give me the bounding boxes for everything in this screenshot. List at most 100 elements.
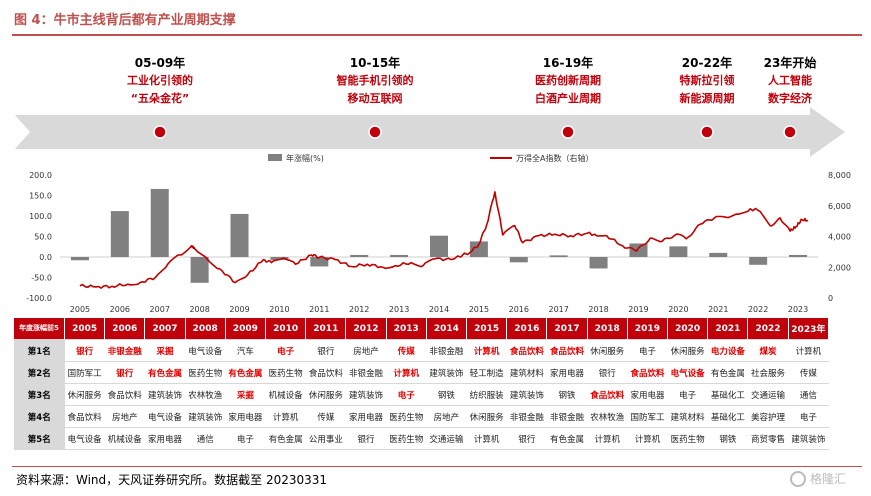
table-year-header: 2015 bbox=[466, 318, 508, 340]
industry-cell: 建筑装饰 bbox=[345, 383, 387, 406]
industry-cell: 休闲服务 bbox=[466, 405, 507, 428]
table-year-header: 2014 bbox=[426, 318, 468, 340]
table-row: 第1名 银行 非银金融 采掘 电气设备 汽车 电子 银行 房地产 传媒 非银金融 计算机 食品饮料 食品饮… bbox=[14, 339, 829, 362]
legend: 年涨幅(%) 万得全A指数（右轴） bbox=[268, 153, 593, 163]
y-right-tick: 4,000 bbox=[828, 233, 851, 242]
era-dot bbox=[561, 125, 575, 139]
x-tick: 2010 bbox=[269, 305, 289, 314]
industry-cell: 农林牧渔 bbox=[185, 383, 226, 406]
industry-cell: 房地产 bbox=[345, 339, 387, 362]
bar bbox=[749, 257, 768, 265]
industry-cell: 采掘 bbox=[225, 383, 266, 406]
era-dot bbox=[368, 125, 382, 139]
bar bbox=[270, 257, 289, 260]
industry-cell: 银行 bbox=[104, 361, 145, 384]
industry-cell: 电子 bbox=[667, 383, 708, 406]
source-note: 资料来源：Wind，天风证券研究所。数据截至 20230331 bbox=[16, 473, 328, 487]
y-left-tick: -100.0 bbox=[26, 294, 52, 303]
x-tick: 2007 bbox=[150, 305, 170, 314]
table-year-header: 2011 bbox=[305, 318, 347, 340]
x-tick: 2017 bbox=[549, 305, 569, 314]
era-year: 10-15年 bbox=[349, 56, 401, 70]
bar bbox=[310, 257, 329, 267]
table-year-header: 2006 bbox=[104, 318, 146, 340]
rank-label: 第2名 bbox=[14, 361, 65, 384]
table-year-header: 2021 bbox=[707, 318, 749, 340]
era-desc-line1: 医药创新周期 bbox=[535, 74, 601, 87]
industry-cell: 非银金融 bbox=[506, 405, 547, 428]
industry-cell: 基础化工 bbox=[707, 405, 748, 428]
era-desc-line2: “五朵金花” bbox=[130, 92, 190, 105]
era-desc-line2: 数字经济 bbox=[768, 92, 812, 105]
table-year-header: 2008 bbox=[185, 318, 226, 340]
industry-cell: 医药生物 bbox=[386, 427, 427, 450]
era-desc-line1: 特斯拉引领 bbox=[679, 74, 735, 87]
x-tick: 2013 bbox=[389, 305, 409, 314]
table-corner-header: 年度涨幅前5 bbox=[14, 318, 65, 340]
industry-cell: 建筑装饰 bbox=[144, 383, 186, 406]
x-tick: 2016 bbox=[509, 305, 529, 314]
industry-cell: 计算机 bbox=[265, 405, 306, 428]
bar bbox=[390, 254, 409, 257]
era-desc-line2: 新能源周期 bbox=[679, 92, 735, 105]
y-left-tick: -50.0 bbox=[31, 274, 52, 283]
industry-cell: 房地产 bbox=[426, 405, 467, 428]
industry-cell: 通信 bbox=[185, 427, 226, 450]
industry-cell: 食品饮料 bbox=[546, 339, 588, 362]
table-row: 第3名 休闲服务 食品饮料 建筑装饰 农林牧渔 采掘 机械设备 休闲服务 建筑装饰 电子 钢铁 纺织服… bbox=[14, 383, 829, 406]
table-year-header: 2016 bbox=[506, 318, 548, 340]
era-dot bbox=[700, 125, 714, 139]
x-tick: 2011 bbox=[309, 305, 329, 314]
footer-divider bbox=[12, 466, 862, 467]
industry-cell: 电子 bbox=[627, 339, 668, 362]
industry-cell: 机械设备 bbox=[104, 427, 145, 450]
industry-cell: 电气设备 bbox=[667, 361, 708, 384]
industry-cell: 家用电器 bbox=[546, 361, 588, 384]
industry-cell: 电子 bbox=[265, 339, 306, 362]
bar bbox=[709, 252, 728, 257]
industry-cell: 商贸零售 bbox=[747, 427, 789, 450]
table-year-header: 2019 bbox=[627, 318, 669, 340]
industry-cell: 电气设备 bbox=[144, 405, 186, 428]
bar bbox=[669, 246, 688, 257]
y-left-tick: 150.0 bbox=[29, 192, 52, 201]
rank-label: 第3名 bbox=[14, 383, 65, 406]
industry-cell: 非银金融 bbox=[104, 339, 145, 362]
index-line bbox=[79, 191, 809, 289]
industry-cell: 银行 bbox=[305, 339, 346, 362]
rank-label: 第1名 bbox=[14, 339, 65, 362]
era-year: 16-19年 bbox=[542, 56, 594, 70]
industry-cell: 钢铁 bbox=[707, 427, 748, 450]
legend-bar-swatch bbox=[268, 154, 282, 161]
industry-cell: 食品饮料 bbox=[305, 361, 346, 384]
x-tick: 2012 bbox=[349, 305, 369, 314]
legend-line-label: 万得全A指数（右轴） bbox=[516, 153, 593, 163]
x-tick: 2021 bbox=[708, 305, 728, 314]
industry-cell: 建筑装饰 bbox=[426, 361, 467, 384]
x-tick: 2015 bbox=[469, 305, 489, 314]
table-year-header: 2022 bbox=[747, 318, 789, 340]
era-desc-line2: 移动互联网 bbox=[347, 92, 403, 105]
era-desc-line2: 白酒产业周期 bbox=[535, 92, 601, 105]
industry-cell: 电子 bbox=[386, 383, 427, 406]
industry-cell: 医药生物 bbox=[265, 361, 306, 384]
industry-cell: 非银金融 bbox=[546, 405, 588, 428]
bar bbox=[629, 243, 648, 257]
industry-cell: 计算机 bbox=[466, 339, 507, 362]
era-desc-line1: 人工智能 bbox=[768, 74, 812, 87]
table-row: 第2名 国防军工 银行 有色金属 医药生物 有色金属 医药生物 食品饮料 非银金融 计算机 建筑装饰… bbox=[14, 361, 829, 384]
industry-cell: 钢铁 bbox=[426, 383, 467, 406]
y-left-tick: 100.0 bbox=[29, 212, 52, 221]
bar bbox=[190, 257, 209, 283]
industry-cell: 食品饮料 bbox=[587, 383, 628, 406]
industry-cell: 汽车 bbox=[225, 339, 266, 362]
industry-cell: 非银金融 bbox=[345, 361, 387, 384]
y-right-tick: 0 bbox=[828, 294, 833, 303]
x-tick: 2008 bbox=[189, 305, 209, 314]
bar bbox=[350, 254, 369, 257]
figure-title: 图 4：牛市主线背后都有产业周期支撑 bbox=[14, 13, 236, 28]
industry-cell: 食品饮料 bbox=[104, 383, 145, 406]
industry-cell: 美容护理 bbox=[747, 405, 789, 428]
era-label: 20-22年 特斯拉引领 新能源周期 bbox=[637, 54, 777, 108]
industry-cell: 银行 bbox=[587, 361, 628, 384]
